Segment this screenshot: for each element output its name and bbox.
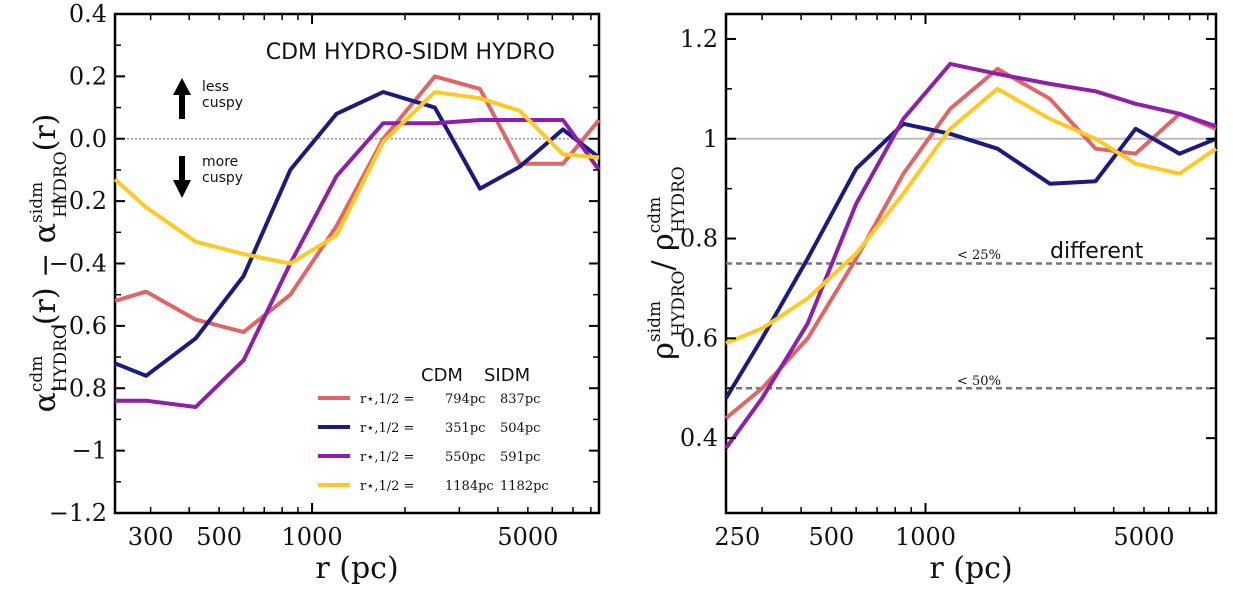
right-y-axis-label: ρsidm HYDRO/ ρcdm HYDRO [645, 166, 689, 359]
left-y-axis-label: αcdm HYDRO(r) − αsidm HYDRO(r) [27, 114, 71, 413]
up-arrow-icon [173, 78, 191, 119]
legend: CDM SIDM r⋆,1/2 = 794pc 837pc r⋆,1/2 = 351pc… [318, 365, 549, 494]
right-panel: 1.2 1 0.8 0.6 0.4 250 500 1000 5000 < 25% differ… [645, 12, 1218, 586]
less-cuspy-line2: cuspy [202, 95, 243, 111]
series-line-3 [113, 90, 600, 266]
legend-sidm-value: 504pc [500, 421, 540, 436]
left-chart-title: CDM HYDRO-SIDM HYDRO [266, 40, 555, 65]
legend-header-cdm: CDM [421, 365, 463, 386]
legend-label: r⋆,1/2 = [360, 479, 414, 494]
x-tick-label: 1000 [895, 523, 956, 551]
more-cuspy-line1: more [202, 154, 238, 170]
lt25-annotation: < 25% [957, 248, 1001, 263]
x-tick-label: 500 [809, 523, 855, 551]
series-line-0 [724, 66, 1217, 420]
y-tick-label: 1.2 [680, 25, 718, 53]
y-tick-label: −1 [72, 437, 107, 465]
legend-cdm-value: 550pc [445, 450, 485, 465]
y-tick-label: 1 [703, 125, 718, 153]
series-line-2 [724, 61, 1217, 450]
legend-header-sidm: SIDM [484, 365, 530, 386]
legend-label: r⋆,1/2 = [360, 392, 414, 407]
y-tick-label: 0.4 [680, 424, 718, 452]
x-tick-label: 1000 [282, 523, 343, 551]
y-tick-label: 0.4 [69, 0, 107, 28]
series-line-1 [724, 121, 1217, 400]
legend-cdm-value: 1184pc [445, 479, 494, 494]
x-tick-label: 5000 [497, 523, 558, 551]
x-tick-label: 5000 [1113, 523, 1174, 551]
legend-cdm-value: 794pc [445, 392, 485, 407]
down-arrow-icon [173, 156, 191, 198]
less-cuspy-line1: less [202, 79, 229, 95]
legend-sidm-value: 1182pc [500, 479, 549, 494]
y-tick-label: −1.2 [49, 499, 107, 527]
y-tick-label: 0.2 [69, 62, 107, 90]
legend-sidm-value: 837pc [500, 392, 540, 407]
x-tick-label: 500 [196, 523, 242, 551]
x-tick-label: 300 [128, 523, 174, 551]
y-tick-label: −0.8 [49, 374, 107, 402]
legend-label: r⋆,1/2 = [360, 450, 414, 465]
y-tick-label: 0.0 [69, 125, 107, 153]
y-tick-label: 0.8 [680, 225, 718, 253]
left-panel: 0.4 0.2 0.0 −0.2 −0.4 −0.6 −0.8 −1 −1.2 300 500 100… [27, 0, 601, 586]
y-tick-label: −0.4 [49, 250, 107, 278]
y-tick-label: −0.6 [49, 312, 107, 340]
left-x-axis-label: r (pc) [315, 551, 398, 586]
x-tick-label: 250 [714, 523, 760, 551]
legend-cdm-value: 351pc [445, 421, 485, 436]
different-annotation: different [1050, 239, 1144, 264]
series-line-3 [725, 86, 1218, 346]
legend-label: r⋆,1/2 = [360, 421, 414, 436]
series-line-1 [114, 90, 601, 378]
legend-sidm-value: 591pc [500, 450, 540, 465]
right-x-axis-label: r (pc) [929, 551, 1012, 586]
y-tick-label: 0.6 [680, 324, 718, 352]
more-cuspy-line2: cuspy [202, 170, 243, 186]
lt50-annotation: < 50% [957, 374, 1001, 389]
series-line-0 [114, 74, 601, 335]
y-tick-label: −0.2 [49, 187, 107, 215]
